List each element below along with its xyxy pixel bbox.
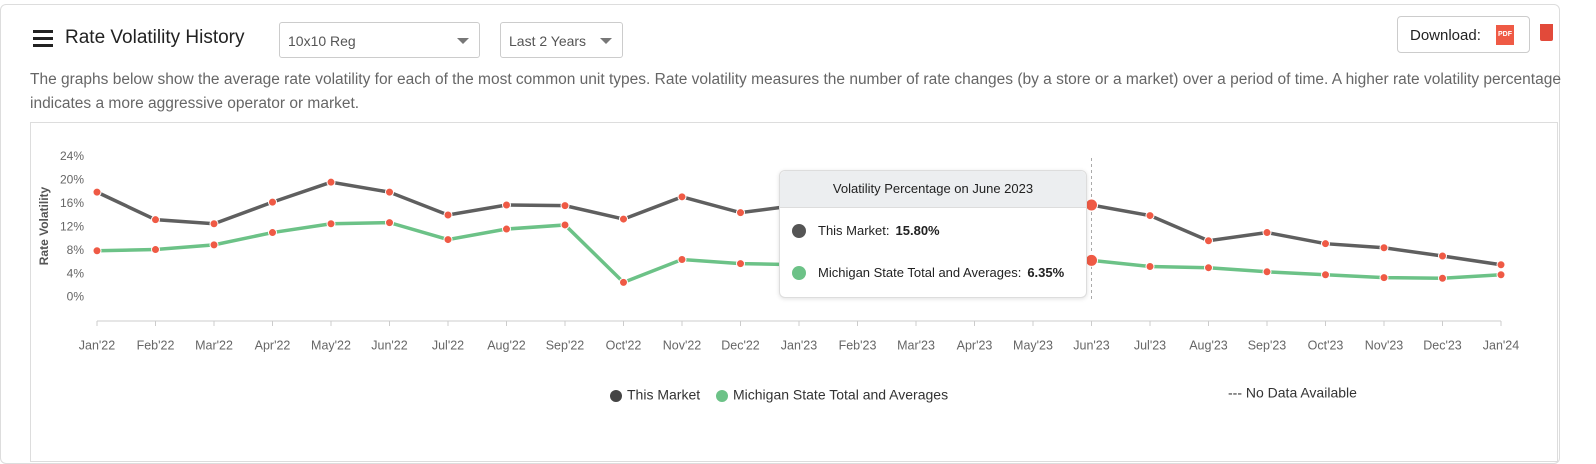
data-point [92, 246, 102, 256]
y-tick-label: 12% [60, 219, 84, 233]
pdf-icon: PDF [1496, 25, 1514, 45]
tooltip-value: 15.80% [895, 223, 940, 238]
legend-label: This Market [627, 387, 700, 403]
data-point [502, 200, 511, 210]
tooltip: Volatility Percentage on June 2023 This … [779, 170, 1087, 298]
x-tick-label: Jul'22 [432, 338, 464, 352]
y-tick-label: 16% [60, 196, 84, 210]
data-point [385, 218, 394, 228]
data-point [736, 259, 745, 269]
x-tick-label: Dec'22 [721, 338, 760, 352]
x-tick-label: May'22 [311, 338, 351, 352]
y-tick-label: 8% [67, 243, 85, 257]
x-tick-label: Apr'22 [255, 338, 291, 352]
data-point [209, 240, 219, 250]
x-tick-label: Sep'22 [546, 338, 585, 352]
data-point [677, 255, 687, 264]
x-tick-label: Jan'22 [79, 338, 115, 352]
tooltip-row: Michigan State Total and Averages: 6.35% [792, 265, 1064, 280]
data-point [326, 219, 336, 229]
data-point [1204, 263, 1213, 273]
period-select[interactable]: Last 2 Years [500, 22, 623, 58]
data-point [1379, 273, 1389, 283]
data-point [1379, 243, 1389, 253]
legend-swatch [716, 390, 728, 402]
x-tick-label: Nov'22 [663, 338, 702, 352]
tooltip-label: This Market: [818, 223, 890, 238]
data-point [443, 210, 453, 220]
data-point [736, 208, 745, 218]
x-tick-label: May'23 [1013, 338, 1053, 352]
data-point [1204, 236, 1213, 246]
data-point [1321, 239, 1330, 249]
data-point [92, 187, 102, 197]
x-tick-label: Feb'23 [839, 338, 877, 352]
x-tick-label: Jun'23 [1073, 338, 1109, 352]
data-point [1321, 270, 1330, 280]
x-tick-label: Jul'23 [1134, 338, 1166, 352]
data-point [268, 197, 277, 207]
y-tick-label: 20% [60, 173, 84, 187]
y-tick-label: 4% [67, 266, 85, 280]
data-point [326, 177, 336, 187]
select-value: Last 2 Years [509, 33, 587, 49]
data-point [151, 245, 160, 255]
tooltip-title: Volatility Percentage on June 2023 [780, 171, 1086, 208]
download-button[interactable]: Download: PDF [1397, 16, 1530, 53]
title: Rate Volatility History [65, 27, 245, 48]
x-tick-label: Mar'22 [195, 338, 233, 352]
delete-icon[interactable] [1540, 24, 1553, 41]
data-point [1262, 228, 1272, 238]
data-point [677, 192, 687, 202]
x-tick-label: Sep'23 [1248, 338, 1287, 352]
data-point [1496, 260, 1506, 270]
x-tick-label: Nov'23 [1365, 338, 1404, 352]
data-point [1438, 273, 1447, 283]
data-point [1438, 251, 1447, 261]
data-point [619, 277, 628, 287]
x-tick-label: Jan'24 [1483, 338, 1519, 352]
data-point [1085, 198, 1098, 212]
x-tick-label: Feb'22 [137, 338, 175, 352]
menu-icon[interactable] [33, 30, 53, 47]
data-point [1145, 262, 1155, 272]
tooltip-row: This Market: 15.80% [792, 223, 940, 238]
x-tick-label: Oct'23 [1308, 338, 1344, 352]
y-tick-label: 24% [60, 149, 84, 163]
data-point [1085, 253, 1098, 267]
x-tick-label: Aug'22 [487, 338, 526, 352]
data-point [385, 187, 394, 197]
data-point [560, 220, 570, 230]
x-tick-label: Aug'23 [1189, 338, 1228, 352]
x-tick-label: Mar'23 [897, 338, 935, 352]
data-point [443, 235, 453, 245]
y-axis-label: Rate Volatility [37, 186, 51, 265]
unit-select[interactable]: 10x10 Reg [279, 22, 480, 58]
data-point [151, 215, 160, 225]
data-point [1262, 267, 1272, 277]
data-point [502, 224, 511, 234]
legend-swatch [610, 390, 622, 402]
description: The graphs below show the average rate v… [30, 71, 1561, 112]
tooltip-label: Michigan State Total and Averages: [818, 265, 1022, 280]
data-point [619, 214, 628, 224]
select-value: 10x10 Reg [288, 33, 356, 49]
x-tick-label: Jun'22 [371, 338, 407, 352]
data-point [209, 219, 219, 229]
y-tick-label: 0% [67, 290, 85, 304]
tooltip-value: 6.35% [1027, 265, 1065, 280]
data-point [1496, 270, 1506, 280]
legend-label: Michigan State Total and Averages [733, 387, 948, 403]
x-tick-label: Jan'23 [781, 338, 817, 352]
data-point [268, 228, 277, 238]
x-tick-label: Dec'23 [1423, 338, 1462, 352]
annotation: --- No Data Available [1228, 385, 1357, 401]
x-tick-label: Apr'23 [957, 338, 993, 352]
x-tick-label: Oct'22 [606, 338, 642, 352]
download-label: Download: [1410, 27, 1481, 44]
data-point [560, 201, 570, 211]
data-point [1145, 211, 1155, 221]
